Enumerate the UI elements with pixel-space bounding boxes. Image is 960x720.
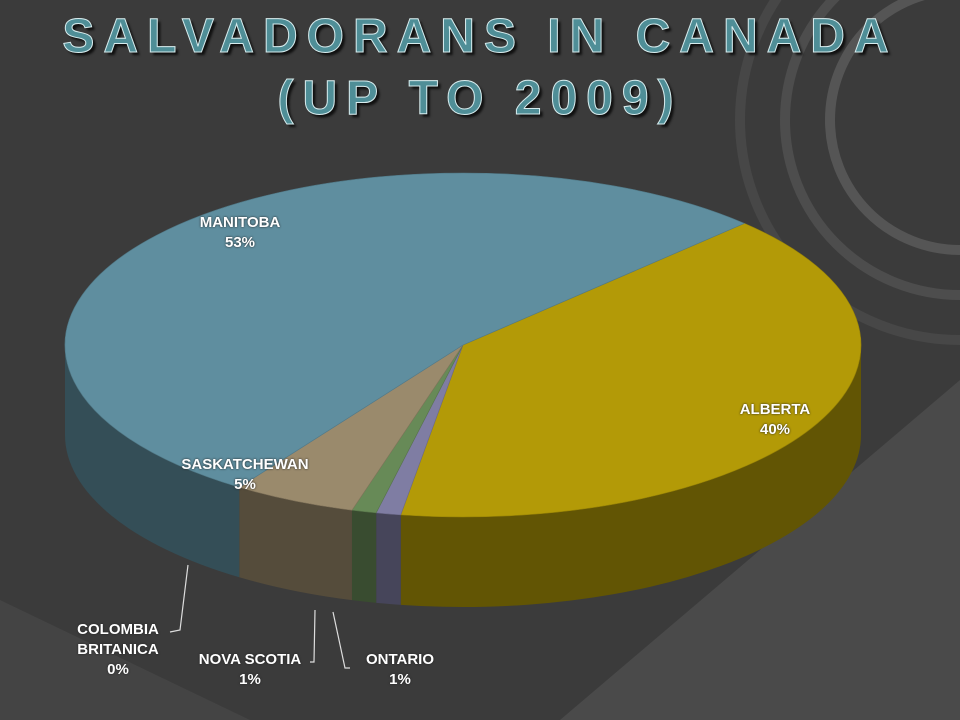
value-label: 5% xyxy=(234,476,256,493)
slice-label: COLOMBIA BRITANICA 0% xyxy=(62,620,174,680)
value-label: 40% xyxy=(759,421,791,438)
category-label: NOVA SCOTIA xyxy=(198,651,302,668)
slice-label: SASKATCHEWAN 5% xyxy=(160,455,330,495)
slice-side xyxy=(351,510,377,603)
slice-side xyxy=(400,345,861,607)
chart-title: SALVADORANS IN CANADA (UP TO 2009) xyxy=(62,10,898,126)
value-label: 0% xyxy=(107,661,129,678)
slice-side xyxy=(239,487,352,601)
slice-side xyxy=(376,512,401,605)
category-label: MANITOBA xyxy=(199,214,281,231)
leader-line xyxy=(169,564,189,633)
slice-label: NOVA SCOTIA 1% xyxy=(185,650,315,690)
slice-label: ALBERTA 40% xyxy=(715,400,835,440)
leader-lines xyxy=(169,564,350,669)
leader-line xyxy=(332,611,350,669)
category-label: SASKATCHEWAN xyxy=(181,456,309,473)
category-label: COLOMBIA BRITANICA xyxy=(77,621,159,658)
value-label: 1% xyxy=(389,671,411,688)
leader-line xyxy=(310,609,316,663)
value-label: 1% xyxy=(239,671,261,688)
slice-side xyxy=(64,345,240,578)
category-label: ONTARIO xyxy=(365,651,435,668)
slice-label: MANITOBA 53% xyxy=(180,213,300,253)
category-label: ALBERTA xyxy=(739,401,811,418)
value-label: 53% xyxy=(224,234,256,251)
slice xyxy=(400,223,862,518)
pie xyxy=(64,172,862,607)
slice-label: ONTARIO 1% xyxy=(345,650,455,690)
slice xyxy=(64,172,746,488)
